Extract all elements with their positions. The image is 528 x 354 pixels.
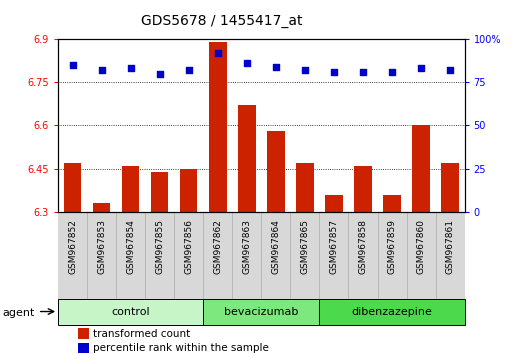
Text: GDS5678 / 1455417_at: GDS5678 / 1455417_at bbox=[141, 14, 303, 28]
Text: GSM967862: GSM967862 bbox=[213, 219, 222, 274]
Text: GSM967864: GSM967864 bbox=[271, 219, 280, 274]
Point bbox=[417, 65, 426, 71]
Text: GSM967863: GSM967863 bbox=[242, 219, 251, 274]
Text: GSM967853: GSM967853 bbox=[97, 219, 106, 274]
Text: GSM967854: GSM967854 bbox=[126, 219, 135, 274]
Bar bbox=[296, 163, 314, 212]
Point bbox=[97, 67, 106, 73]
Bar bbox=[93, 203, 110, 212]
Point bbox=[446, 67, 454, 73]
Bar bbox=[325, 195, 343, 212]
Bar bbox=[267, 131, 285, 212]
Bar bbox=[122, 166, 139, 212]
Text: GSM967859: GSM967859 bbox=[388, 219, 397, 274]
Text: dibenzazepine: dibenzazepine bbox=[352, 307, 432, 316]
Text: percentile rank within the sample: percentile rank within the sample bbox=[92, 343, 269, 353]
Bar bbox=[383, 195, 401, 212]
Text: GSM967865: GSM967865 bbox=[300, 219, 309, 274]
Point bbox=[155, 71, 164, 76]
Point bbox=[388, 69, 396, 75]
Bar bbox=[64, 163, 81, 212]
Text: GSM967857: GSM967857 bbox=[329, 219, 338, 274]
Text: transformed count: transformed count bbox=[92, 329, 190, 338]
Bar bbox=[78, 343, 89, 353]
Point bbox=[300, 67, 309, 73]
Bar bbox=[412, 125, 430, 212]
Text: GSM967856: GSM967856 bbox=[184, 219, 193, 274]
Bar bbox=[203, 298, 319, 325]
Point bbox=[329, 69, 338, 75]
Text: agent: agent bbox=[3, 308, 35, 318]
Bar bbox=[209, 42, 227, 212]
Text: GSM967860: GSM967860 bbox=[417, 219, 426, 274]
Point bbox=[185, 67, 193, 73]
Text: control: control bbox=[111, 307, 150, 316]
Text: GSM967855: GSM967855 bbox=[155, 219, 164, 274]
Point bbox=[127, 65, 135, 71]
Bar bbox=[58, 298, 203, 325]
Bar bbox=[78, 329, 89, 339]
Bar bbox=[238, 105, 256, 212]
Bar bbox=[441, 163, 459, 212]
Point bbox=[213, 50, 222, 56]
Bar bbox=[151, 172, 168, 212]
Bar bbox=[319, 298, 465, 325]
Text: GSM967858: GSM967858 bbox=[359, 219, 367, 274]
Text: GSM967861: GSM967861 bbox=[446, 219, 455, 274]
Bar bbox=[180, 169, 197, 212]
Bar bbox=[354, 166, 372, 212]
Point bbox=[271, 64, 280, 69]
Text: bevacizumab: bevacizumab bbox=[224, 307, 298, 316]
Point bbox=[243, 60, 251, 66]
Text: GSM967852: GSM967852 bbox=[68, 219, 77, 274]
Point bbox=[68, 62, 77, 68]
Point bbox=[359, 69, 367, 75]
